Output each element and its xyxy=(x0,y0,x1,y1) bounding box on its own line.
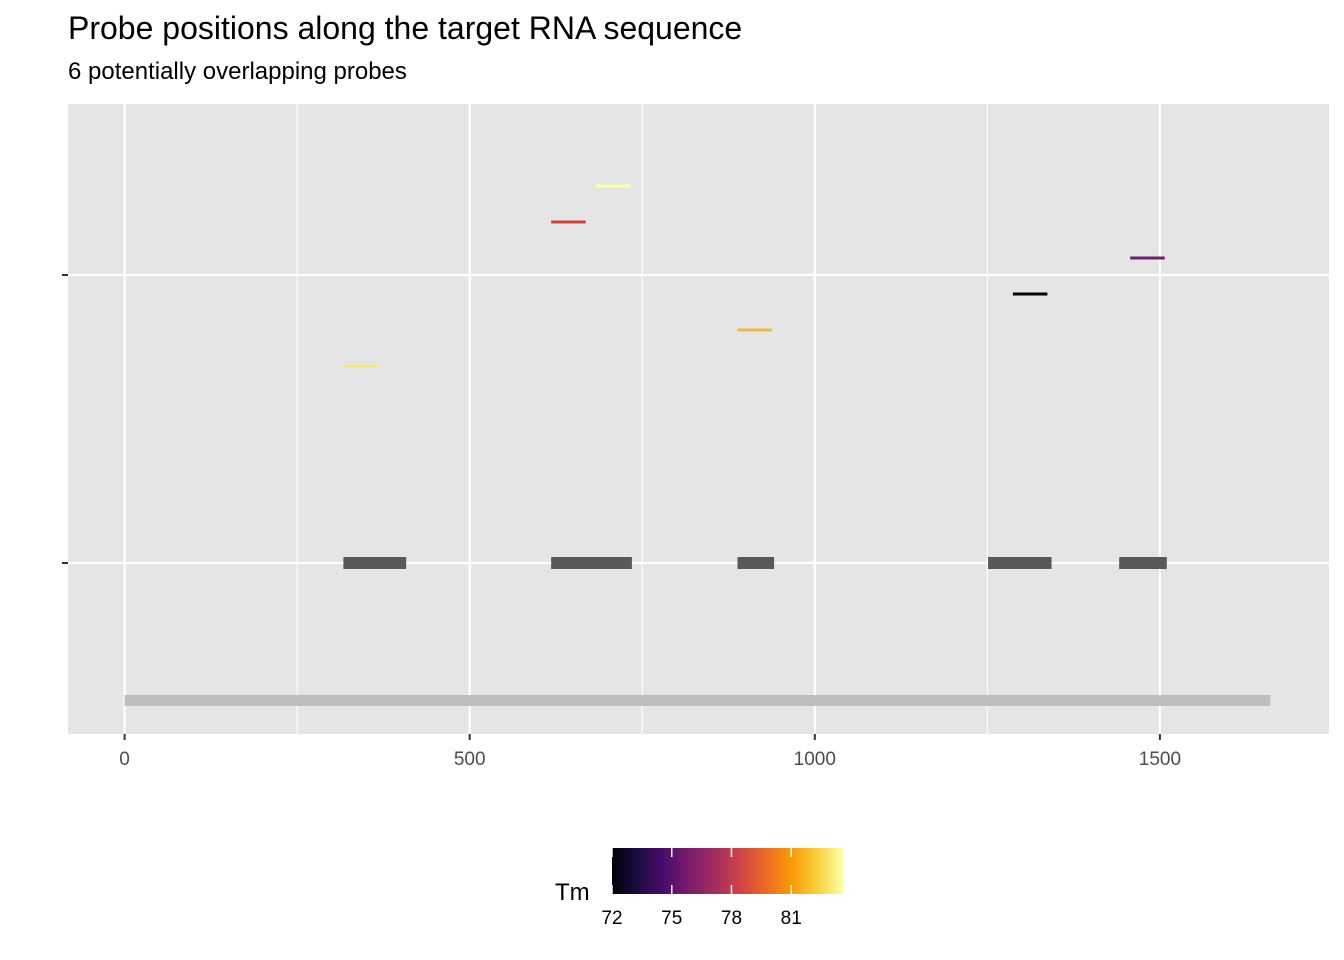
legend-ticks: 72 75 78 81 xyxy=(601,848,802,929)
x-axis-tick-labels: 0 500 1000 1500 xyxy=(119,749,1181,770)
x-tick-label: 500 xyxy=(454,749,486,770)
legend-break-label: 72 xyxy=(601,908,622,929)
x-tick-label: 0 xyxy=(119,749,130,770)
x-tick-label: 1000 xyxy=(794,749,836,770)
tm-legend: Tm 72 75 78 81 xyxy=(555,848,843,929)
coverage-block xyxy=(1119,557,1167,569)
coverage-block xyxy=(343,557,407,569)
plot-panel xyxy=(68,104,1329,734)
x-tick-label: 1500 xyxy=(1139,749,1181,770)
axis-ticks xyxy=(62,274,1161,740)
chart-subtitle: 6 potentially overlapping probes xyxy=(68,58,407,85)
grid-lines xyxy=(68,104,1329,734)
legend-break-label: 75 xyxy=(661,908,682,929)
coverage-block xyxy=(988,557,1052,569)
legend-break-label: 81 xyxy=(781,908,802,929)
legend-colorbar xyxy=(612,848,843,894)
chart-title: Probe positions along the target RNA seq… xyxy=(68,10,743,46)
legend-break-label: 78 xyxy=(721,908,742,929)
data-marks xyxy=(124,184,1271,706)
coverage-block xyxy=(737,557,775,569)
target-sequence-bar xyxy=(124,695,1271,706)
coverage-block xyxy=(551,557,632,569)
legend-title: Tm xyxy=(555,879,590,906)
